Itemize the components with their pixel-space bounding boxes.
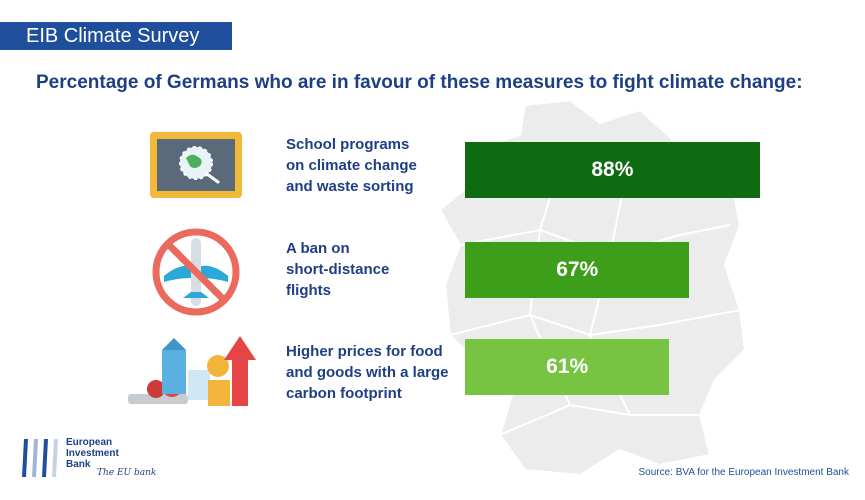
measure-label-school-programs: School programs on climate change and wa… — [286, 136, 417, 195]
school-board-globe-icon — [150, 132, 242, 198]
bar-chart: 88% 67% 61% — [465, 140, 765, 410]
data-label-flight-ban: 67% — [556, 258, 599, 281]
food-price-increase-icon — [128, 336, 256, 406]
bar-school-programs: 88% — [465, 142, 760, 198]
eib-slogan: The EU bank — [97, 468, 157, 478]
measure-label-higher-prices: Higher prices for food and goods with a … — [286, 343, 449, 402]
eib-logo-text: European Investment Bank — [66, 437, 119, 470]
measure-label-flight-ban: A ban on short-distance flights — [286, 240, 390, 299]
data-label-higher-prices: 61% — [546, 355, 589, 378]
bar-higher-prices: 61% — [465, 339, 670, 395]
bar-flight-ban: 67% — [465, 242, 690, 298]
source-note: Source: BVA for the European Investment … — [638, 467, 850, 478]
survey-title-tag: EIB Climate Survey — [0, 22, 232, 50]
page-title: Percentage of Germans who are in favour … — [36, 72, 803, 93]
eib-logo-icon — [22, 439, 58, 477]
data-label-school-programs: 88% — [591, 158, 634, 181]
no-flights-icon — [152, 228, 240, 316]
